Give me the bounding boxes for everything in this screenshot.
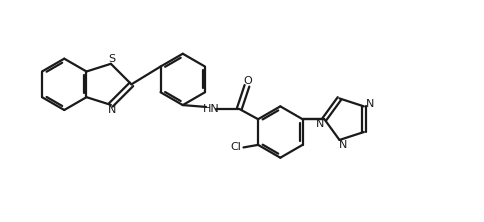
Text: N: N — [107, 105, 116, 115]
Text: N: N — [365, 99, 374, 109]
Text: N: N — [339, 140, 348, 150]
Text: S: S — [108, 54, 115, 64]
Text: N: N — [316, 119, 325, 129]
Text: HN: HN — [203, 104, 219, 114]
Text: O: O — [243, 76, 252, 86]
Text: Cl: Cl — [230, 143, 241, 153]
